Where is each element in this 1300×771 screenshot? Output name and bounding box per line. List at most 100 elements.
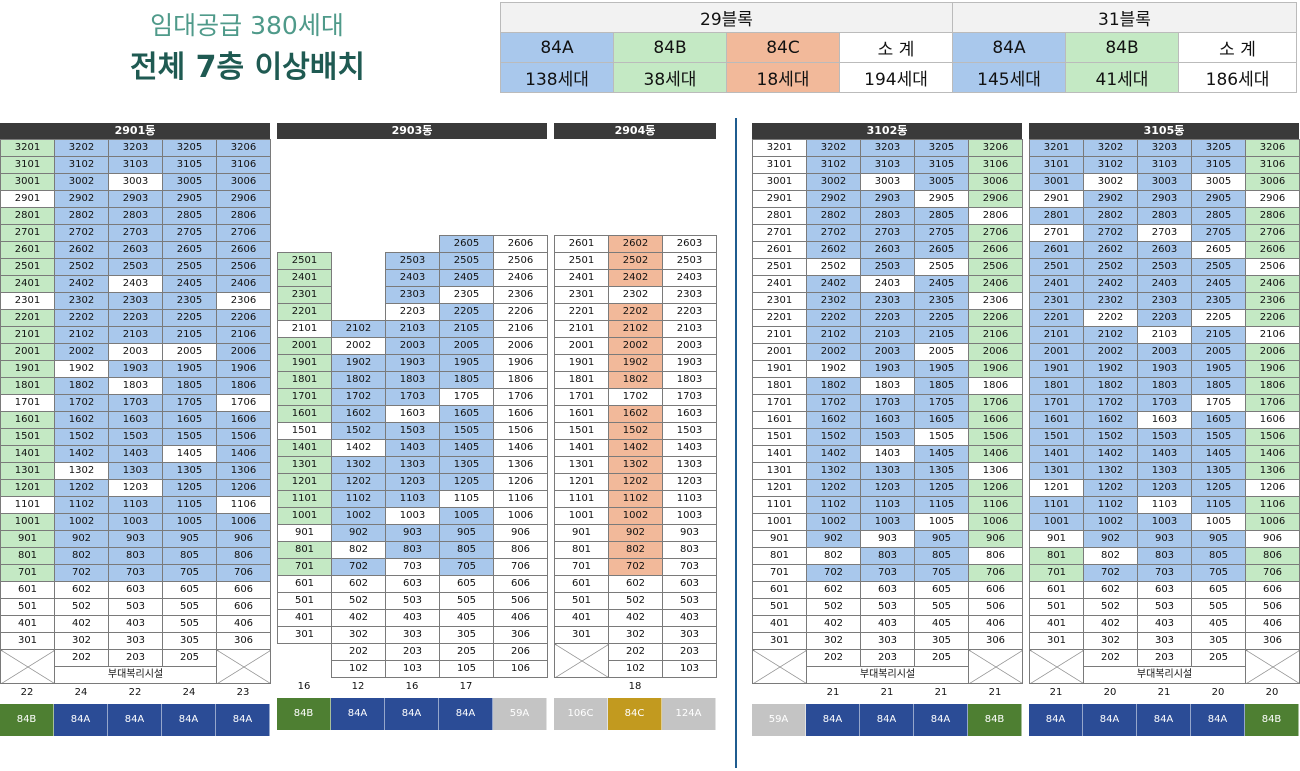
floor-row: 2401 2403 2405 2406: [277, 269, 548, 287]
unit-cell: 2601: [752, 241, 807, 259]
unit-cell: 302: [54, 632, 109, 650]
unit-cell: 1503: [1137, 428, 1192, 446]
unit-cell: 3206: [968, 139, 1023, 157]
unit-cell: 1802: [331, 371, 386, 389]
unit-cell: 1202: [806, 479, 861, 497]
unit-cell: 303: [1137, 632, 1192, 650]
unit-cell: 2905: [162, 190, 217, 208]
empty-cell: [332, 203, 386, 219]
unit-cell: 1701: [752, 394, 807, 412]
floor-row: [278, 203, 548, 219]
floor-row: 2701 2702 2703 2705 2706: [0, 224, 271, 242]
unit-cell: 1902: [54, 360, 109, 378]
empty-cell: [332, 219, 386, 236]
unit-cell: 805: [162, 547, 217, 565]
unit-cell: 702: [1083, 564, 1138, 582]
floor-row: 2301 2302 2303 2305 2306: [0, 292, 271, 310]
unit-cell: 1305: [1191, 462, 1246, 480]
unit-grid: 3201 3202 3203 3205 3206 3101 3102 3103 3105 3106…: [1029, 139, 1300, 684]
unit-cell: 2706: [1245, 224, 1300, 242]
floor-row: 2605 2606: [278, 235, 548, 253]
unit-count: 21: [1049, 687, 1063, 698]
unit-cell: 1002: [54, 513, 109, 531]
floor-row: 701 702 703 705 706: [752, 564, 1023, 582]
unit-cell: 2103: [385, 320, 440, 338]
unit-cell: 1501: [1029, 428, 1084, 446]
unit-cell: 2601: [0, 241, 55, 259]
unit-cell: 1406: [968, 445, 1023, 463]
unit-cell: 2301: [554, 286, 609, 304]
unit-cell: 305: [914, 632, 969, 650]
unit-cell: 1005: [1191, 513, 1246, 531]
unit-cell: 1901: [554, 354, 609, 372]
empty-cell: [555, 155, 609, 171]
unit-cell: 1603: [662, 405, 717, 423]
floor-row: 701 702 703 705 706: [0, 564, 271, 582]
unit-cell: 3003: [860, 173, 915, 191]
unit-types: 84B 84A 84A 84A 59A: [277, 698, 547, 730]
unit-cell: 2002: [331, 337, 386, 355]
empty-cell: [386, 203, 440, 219]
unit-cell: 1606: [216, 411, 271, 429]
unit-cell: 906: [1245, 530, 1300, 548]
unit-cell: 2705: [162, 224, 217, 242]
unit-cell: 403: [108, 615, 163, 633]
unit-cell: 2202: [54, 309, 109, 327]
unit-cell: 106: [493, 660, 548, 678]
unit-count: 22: [20, 687, 34, 698]
unit-cell: 3202: [806, 139, 861, 157]
unit-cell: 2503: [662, 252, 717, 270]
empty-cell: [440, 219, 494, 236]
unit-cell: 1305: [914, 462, 969, 480]
unit-cell: 2502: [1083, 258, 1138, 276]
unit-cell: 601: [277, 575, 332, 593]
unit-cell: 3003: [108, 173, 163, 191]
unit-cell: 1101: [1029, 496, 1084, 514]
summary-count: 186세대: [1178, 62, 1297, 93]
unit-cell: 3102: [54, 156, 109, 174]
unit-cell: 1206: [493, 473, 548, 491]
empty-cell: [440, 187, 494, 203]
unit-cell: 2502: [54, 258, 109, 276]
unit-cell: 1306: [216, 462, 271, 480]
unit-cell: 2506: [216, 258, 271, 276]
unit-cell: 701: [554, 558, 609, 576]
unit-cell: 1106: [493, 490, 548, 508]
unit-cell: 1202: [331, 473, 386, 491]
unit-cell: 1902: [331, 354, 386, 372]
no-unit-cell: [752, 649, 807, 684]
unit-cell: 906: [216, 530, 271, 548]
unit-cell: 1201: [752, 479, 807, 497]
unit-types: 106C 84C 124A: [554, 698, 716, 730]
unit-cell: 1801: [554, 371, 609, 389]
unit-cell: 2303: [108, 292, 163, 310]
unit-cell: 2403: [860, 275, 915, 293]
unit-cell: 1401: [752, 445, 807, 463]
unit-cell: 605: [1191, 581, 1246, 599]
unit-grid: 3201 3202 3203 3205 3206 3101 3102 3103 3105 3106…: [0, 139, 271, 684]
unit-cell: 1501: [277, 422, 332, 440]
unit-cell: 2801: [1029, 207, 1084, 225]
floor-row: 2001 2002 2003 2005 2006: [752, 343, 1023, 361]
unit-cell: 1605: [162, 411, 217, 429]
unit-cell: 2001: [0, 343, 55, 361]
floor-row: 501 502 503 505 506: [277, 592, 548, 610]
floor-row: 1001 1002 1003 1005 1006: [277, 507, 548, 525]
unit-cell: 603: [385, 575, 440, 593]
floor-row: 801 802 803 805 806: [277, 541, 548, 559]
unit-cell: 505: [914, 598, 969, 616]
unit-cell: 406: [968, 615, 1023, 633]
unit-cell: 1505: [1191, 428, 1246, 446]
unit-cell: 501: [752, 598, 807, 616]
floor-row: 2201 2202 2203 2205 2206: [1029, 309, 1300, 327]
unit-cell: 1006: [493, 507, 548, 525]
unit-cell: 305: [162, 632, 217, 650]
floor-row: 1101 1102 1103 1105 1106: [277, 490, 548, 508]
unit-cell: 501: [0, 598, 55, 616]
unit-cell: 2906: [216, 190, 271, 208]
unit-cell: 2905: [914, 190, 969, 208]
floor-row: 1901 1902 1903 1905 1906: [752, 360, 1023, 378]
floor-row: 801 802 803 805 806: [1029, 547, 1300, 565]
unit-cell: 2001: [752, 343, 807, 361]
unit-cell: 2302: [608, 286, 663, 304]
